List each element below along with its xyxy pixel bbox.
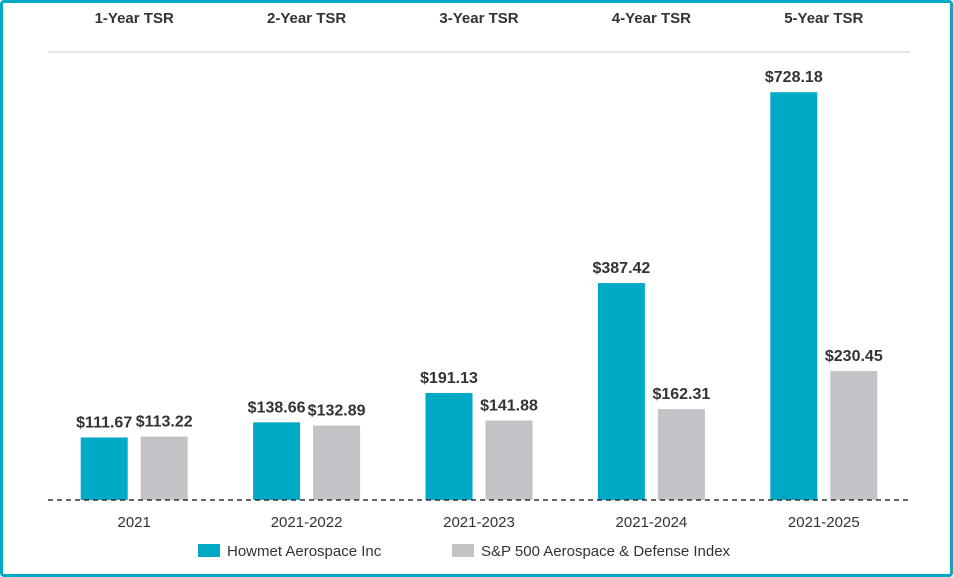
bar-sp500-aerospace-defense (313, 425, 361, 500)
column-headers: 1-Year TSR 2-Year TSR 3-Year TSR 4-Year TSR… (95, 10, 864, 27)
bar-howmet (770, 92, 818, 500)
bar-howmet (253, 422, 301, 500)
bar-howmet (597, 283, 645, 500)
data-label: $141.88 (480, 398, 538, 415)
legend-label: Howmet Aerospace Inc (227, 543, 382, 560)
column-header: 3-Year TSR (439, 10, 518, 27)
bar-sp500-aerospace-defense (657, 409, 705, 500)
data-label: $728.18 (765, 69, 823, 86)
legend-swatch (452, 544, 474, 557)
bar-howmet (80, 437, 128, 500)
bars: $111.67 $113.22 $138.66 $132.89 $191.13$141.… (76, 69, 883, 500)
bar-sp500-aerospace-defense (140, 436, 188, 500)
legend: Howmet Aerospace Inc S&P 500 Aerospace & … (198, 543, 731, 560)
column-header: 2-Year TSR (267, 10, 346, 27)
x-tick-label: 2021-2025 (788, 514, 860, 531)
x-axis-ticks: 2021 2021-2022 2021-2023 2021-2024 2021-2025 (118, 514, 860, 531)
bar-sp500-aerospace-defense (830, 370, 878, 500)
data-label: $230.45 (825, 348, 883, 365)
data-label: $113.22 (136, 414, 193, 431)
column-header: 4-Year TSR (612, 10, 691, 27)
data-label: $162.31 (652, 386, 710, 403)
column-header: 5-Year TSR (784, 10, 863, 27)
legend-swatch (198, 544, 220, 557)
bar-howmet (425, 392, 473, 500)
x-tick-label: 2021-2024 (616, 514, 688, 531)
x-tick-label: 2021-2022 (271, 514, 343, 531)
x-tick-label: 2021 (118, 514, 151, 531)
x-tick-label: 2021-2023 (443, 514, 515, 531)
data-label: $138.66 (248, 399, 306, 416)
legend-label: S&P 500 Aerospace & Defense Index (481, 543, 731, 560)
data-label: $191.13 (420, 370, 478, 387)
data-label: $111.67 (76, 414, 132, 431)
bar-sp500-aerospace-defense (485, 420, 533, 500)
data-label: $387.42 (592, 260, 650, 277)
data-label: $132.89 (308, 403, 366, 420)
column-header: 1-Year TSR (95, 10, 174, 27)
